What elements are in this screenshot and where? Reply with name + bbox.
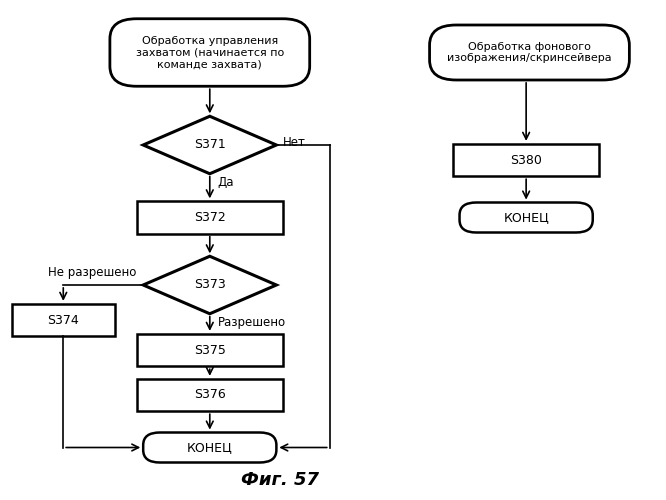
FancyBboxPatch shape: [110, 18, 310, 86]
Text: S372: S372: [194, 211, 226, 224]
Text: Не разрешено: Не разрешено: [48, 266, 137, 279]
Bar: [453, 144, 599, 176]
Polygon shape: [143, 116, 276, 174]
Text: S371: S371: [194, 138, 226, 151]
Text: S373: S373: [194, 278, 226, 291]
Bar: [137, 379, 283, 411]
Bar: [137, 201, 283, 234]
Bar: [12, 304, 115, 336]
Text: Да: Да: [218, 176, 234, 189]
Bar: [137, 334, 283, 366]
FancyBboxPatch shape: [460, 202, 593, 232]
Text: Нет: Нет: [283, 136, 306, 149]
Text: Обработка управления
захватом (начинается по
команде захвата): Обработка управления захватом (начинаетс…: [136, 36, 284, 69]
Text: S374: S374: [47, 314, 79, 326]
Text: S375: S375: [194, 344, 226, 356]
Text: КОНЕЦ: КОНЕЦ: [187, 441, 232, 454]
Text: Разрешено: Разрешено: [218, 316, 286, 329]
Text: КОНЕЦ: КОНЕЦ: [503, 211, 549, 224]
Text: S380: S380: [510, 154, 542, 166]
FancyBboxPatch shape: [430, 25, 629, 80]
FancyBboxPatch shape: [143, 432, 276, 462]
Text: S376: S376: [194, 388, 226, 402]
Text: Обработка фонового
изображения/скринсейвера: Обработка фонового изображения/скринсейв…: [447, 42, 612, 64]
Polygon shape: [143, 256, 276, 314]
Text: Фиг. 57: Фиг. 57: [240, 471, 319, 489]
